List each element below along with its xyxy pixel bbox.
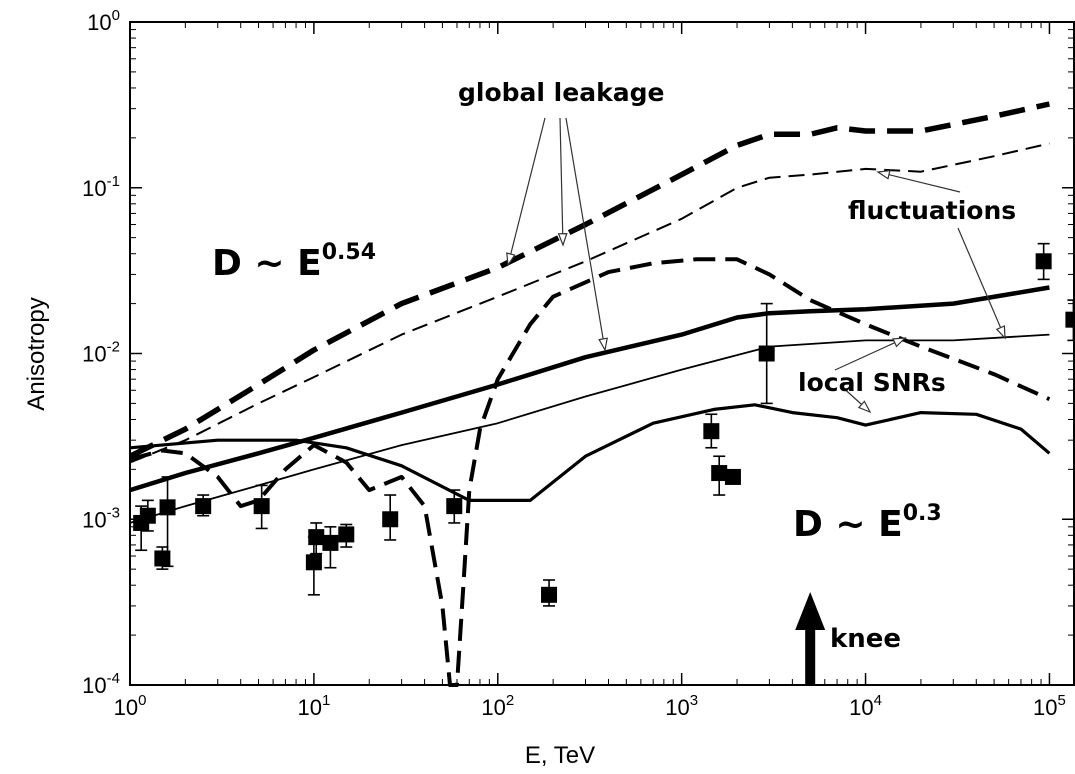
data-marker: [724, 468, 741, 485]
data-marker: [758, 345, 775, 362]
data-point: [724, 468, 741, 485]
y-tick-label: 10-3: [82, 504, 120, 532]
local-snrs-pointer-1: [834, 337, 906, 371]
y-tick-label: 10-4: [82, 670, 120, 698]
data-marker: [195, 498, 212, 515]
d-high-label: D ~ E0.54: [212, 240, 376, 284]
global-leakage-pointer-3: [565, 117, 606, 351]
x-tick-label: 100: [114, 692, 147, 720]
data-point: [1065, 299, 1075, 342]
data-point: [711, 455, 728, 496]
local-snrs-pointer-2-head: [857, 400, 872, 414]
x-tick-label: 101: [297, 692, 330, 720]
series-line-thin-dashed: [129, 142, 1050, 464]
x-tick-label: 103: [665, 692, 698, 720]
data-marker: [541, 586, 558, 603]
series-line-thick-solid-local: [129, 403, 1051, 502]
local-snrs-label: local SNRs: [798, 368, 946, 397]
arrow-layer: [506, 117, 1006, 685]
data-point: [195, 494, 212, 517]
global-leakage-pointer-2: [559, 117, 564, 246]
knee-label: knee: [830, 624, 901, 654]
y-tick-label: 10-1: [82, 173, 120, 201]
data-marker: [159, 499, 176, 516]
data-point: [253, 484, 270, 530]
local-snrs-pointer-1-head: [892, 337, 907, 348]
data-marker: [711, 465, 728, 482]
series-line-thick-solid: [129, 285, 1050, 493]
series-line-thin-solid: [129, 333, 1050, 524]
data-marker: [322, 534, 339, 551]
d-low-base: D ~ E: [793, 504, 903, 545]
observations-layer: [133, 242, 1075, 607]
data-marker: [253, 498, 270, 515]
knee-arrow-shaft: [805, 622, 816, 685]
global-leakage-label: global leakage: [458, 78, 664, 107]
d-low-exp: 0.3: [903, 501, 942, 526]
data-marker: [338, 526, 355, 543]
fluctuations-pointer-1-head: [876, 170, 891, 180]
tick-layer: 100 101 102 103 104 105 100 10-1 10-2 10-3 10-4: [82, 7, 1074, 720]
data-point: [139, 499, 156, 532]
data-marker: [154, 550, 171, 567]
data-point: [446, 489, 463, 524]
data-point: [154, 546, 171, 570]
data-point: [758, 302, 775, 405]
data-marker: [139, 507, 156, 524]
data-marker: [382, 511, 399, 528]
data-marker: [308, 529, 325, 546]
d-high-exp: 0.54: [322, 240, 376, 265]
x-axis-label: E, TeV: [525, 742, 595, 769]
data-point: [541, 579, 558, 607]
y-axis-label: Anisotropy: [23, 297, 50, 410]
x-tick-label: 105: [1033, 692, 1066, 720]
data-point: [382, 494, 399, 541]
data-marker: [305, 554, 322, 571]
global-leakage-pointer-1-head: [506, 252, 516, 267]
x-tick-label: 102: [481, 692, 514, 720]
global-leakage-pointer-1: [507, 117, 546, 266]
d-low-label: D ~ E0.3: [793, 501, 942, 545]
data-point: [338, 523, 355, 548]
data-point: [322, 526, 339, 569]
x-tick-label: 104: [849, 692, 882, 720]
fluctuations-pointer-2: [957, 227, 1006, 339]
d-high-base: D ~ E: [212, 243, 322, 284]
data-point: [1035, 242, 1052, 281]
data-marker: [1065, 311, 1075, 328]
data-marker: [446, 498, 463, 515]
global-leakage-pointer-3-head: [598, 337, 608, 352]
fluctuations-label: fluctuations: [848, 196, 1016, 225]
data-point: [308, 522, 325, 555]
y-tick-label: 10-2: [82, 339, 120, 367]
knee-arrow-head: [795, 592, 826, 630]
series-line-thick-dashed-local: [129, 257, 1051, 687]
series-line-thick-dashed: [128, 101, 1050, 459]
data-point: [159, 476, 176, 568]
data-point: [703, 413, 720, 449]
fluctuations-pointer-1: [877, 171, 961, 193]
global-leakage-pointer-2-head: [557, 232, 568, 247]
fluctuations-pointer-2-head: [995, 325, 1006, 340]
series-layer: [128, 101, 1051, 687]
y-tick-label: 100: [87, 7, 120, 35]
data-marker: [703, 423, 720, 440]
data-marker: [1035, 253, 1052, 270]
